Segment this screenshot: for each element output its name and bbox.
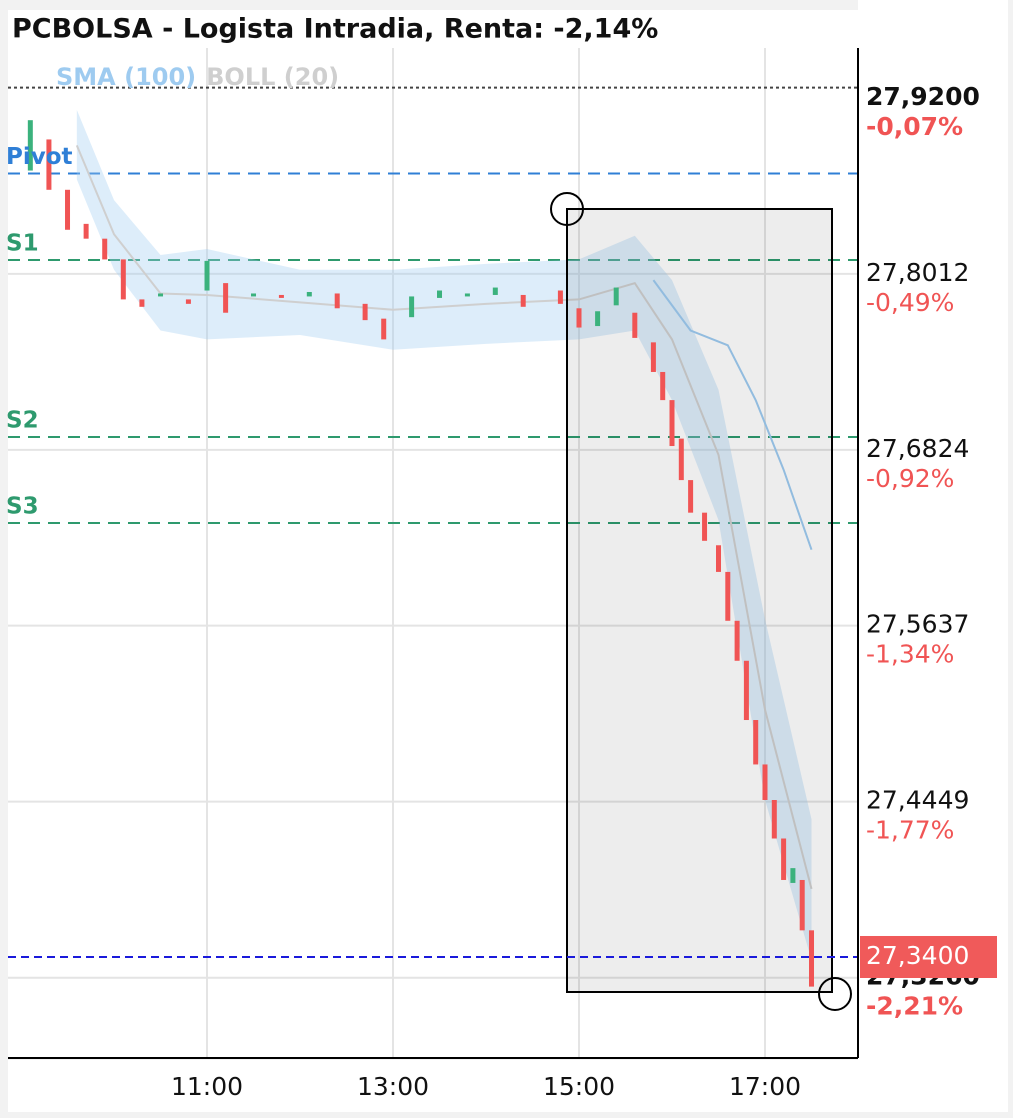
candle (334, 293, 340, 309)
candle (102, 238, 108, 260)
legend-entry: BOLL (20) (206, 63, 339, 91)
candle (576, 308, 582, 328)
last-price-bg (860, 935, 997, 978)
y-tick-change: -2,21% (866, 992, 963, 1021)
legend-entry: SMA (100) (56, 63, 196, 91)
candle (223, 283, 229, 313)
axis-bg (858, 0, 1008, 1060)
candle (771, 799, 777, 839)
candle (185, 299, 191, 304)
candle (753, 720, 759, 765)
candle (762, 764, 768, 800)
handle[interactable] (550, 192, 584, 226)
candle (632, 312, 638, 338)
candle (409, 296, 415, 318)
candle (650, 342, 656, 372)
boll-mid (75, 144, 813, 890)
last-price-label: 27,3400 (866, 941, 969, 970)
y-tick-change: -0,92% (866, 464, 954, 493)
candle (809, 930, 815, 987)
x-tick-label: 15:00 (543, 1072, 615, 1101)
candle (613, 287, 619, 306)
candle (716, 545, 722, 572)
candle (204, 260, 210, 291)
candle (306, 291, 312, 297)
y-tick-change: -1,77% (866, 816, 954, 845)
candle (688, 480, 694, 513)
y-tick-label: 27,6824 (866, 434, 969, 463)
candle (251, 293, 257, 297)
candle (799, 879, 805, 931)
candle (65, 189, 71, 230)
candle (278, 294, 284, 298)
level-label: S1 (6, 231, 39, 257)
title-bg (8, 10, 858, 48)
y-tick-change: -0,07% (866, 112, 963, 141)
candle (595, 311, 601, 327)
boll-band (76, 109, 812, 960)
xaxis-bg (8, 1060, 1008, 1112)
candle (120, 259, 126, 300)
candle (437, 290, 443, 298)
candle (381, 318, 387, 340)
candle (678, 438, 684, 481)
candle (660, 371, 666, 401)
selection-box (566, 208, 833, 993)
x-tick-label: 11:00 (171, 1072, 243, 1101)
candle (158, 293, 164, 297)
y-tick-label: 27,5637 (866, 610, 969, 639)
candle (790, 868, 796, 883)
candle (362, 303, 368, 321)
candle (83, 223, 89, 239)
y-tick-change: -0,49% (866, 288, 954, 317)
candle (520, 294, 526, 307)
candle (734, 620, 740, 661)
candle (702, 512, 708, 541)
level-label: S3 (6, 494, 39, 520)
plot-bg (8, 10, 858, 1058)
chart-title: PCBOLSA - Logista Intradia, Renta: -2,14… (12, 14, 658, 45)
candle (725, 571, 731, 621)
candle (781, 838, 787, 880)
y-tick-label: 27,9200 (866, 82, 980, 111)
handle[interactable] (818, 977, 852, 1011)
candle (557, 290, 563, 304)
level-label: S2 (6, 407, 39, 433)
candle (46, 139, 52, 190)
y-tick-label: 27,4449 (866, 786, 969, 815)
candle (27, 120, 33, 171)
candle (139, 299, 145, 307)
y-tick-change: -1,34% (866, 640, 954, 669)
y-tick-label: 27,8012 (866, 258, 969, 287)
candle (669, 400, 675, 447)
x-tick-label: 13:00 (357, 1072, 429, 1101)
candle (492, 287, 498, 295)
candle (743, 660, 749, 721)
sma-line (652, 279, 813, 551)
level-label: Pivot (6, 144, 73, 170)
x-tick-label: 17:00 (729, 1072, 801, 1101)
candle (464, 293, 470, 297)
